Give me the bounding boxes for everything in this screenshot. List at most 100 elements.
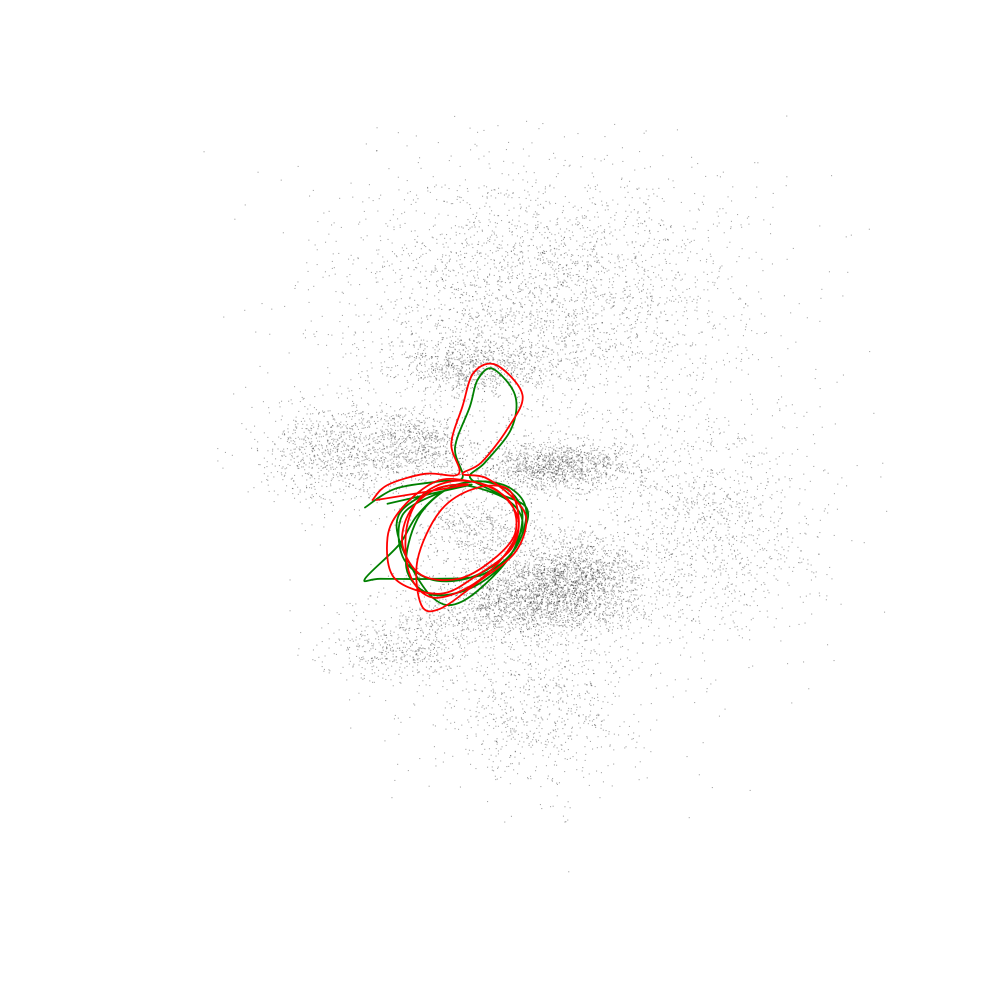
- scatter-point: [564, 337, 566, 339]
- scatter-point: [540, 381, 542, 383]
- scatter-point: [383, 459, 385, 461]
- scatter-point: [645, 225, 647, 227]
- scatter-point: [560, 373, 562, 375]
- scatter-point: [713, 284, 715, 286]
- scatter-point: [341, 291, 343, 293]
- scatter-point: [316, 464, 318, 466]
- scatter-point: [288, 400, 290, 402]
- scatter-point: [458, 381, 460, 383]
- scatter-point: [310, 442, 312, 444]
- scatter-point: [564, 343, 566, 345]
- scatter-point: [604, 293, 606, 295]
- scatter-point: [577, 297, 579, 299]
- scatter-point: [395, 392, 397, 394]
- scatter-point: [594, 203, 596, 205]
- scatter-point: [786, 115, 788, 117]
- scatter-point: [686, 310, 688, 312]
- scatter-point: [477, 373, 479, 375]
- scatter-point: [359, 284, 361, 286]
- scatter-point: [545, 200, 547, 202]
- scatter-point: [375, 422, 377, 424]
- scatter-point: [452, 351, 454, 353]
- scatter-point: [626, 286, 628, 288]
- scatter-point: [342, 439, 344, 441]
- scatter-point: [347, 445, 349, 447]
- scatter-point: [682, 334, 684, 336]
- scatter-point: [727, 334, 729, 336]
- scatter-point: [531, 354, 533, 356]
- scatter-point: [541, 464, 543, 466]
- scatter-point: [435, 184, 437, 186]
- scatter-point: [473, 224, 475, 226]
- scatter-point: [731, 200, 733, 202]
- scatter-point: [448, 360, 450, 362]
- scatter-point: [343, 431, 345, 433]
- scatter-point: [520, 304, 522, 306]
- scatter-point: [586, 297, 588, 299]
- scatter-point: [476, 212, 478, 214]
- scatter-point: [527, 245, 529, 247]
- scatter-point: [519, 345, 521, 347]
- scatter-point: [354, 415, 356, 417]
- scatter-point: [696, 306, 698, 308]
- scatter-point: [473, 345, 475, 347]
- scatter-point: [619, 454, 621, 456]
- scatter-point: [645, 203, 647, 205]
- scatter-point: [395, 489, 397, 491]
- scatter-point: [481, 352, 483, 354]
- scatter-point: [294, 451, 296, 453]
- scatter-point: [517, 373, 519, 375]
- scatter-point: [355, 413, 357, 415]
- scatter-point: [544, 253, 546, 255]
- scatter-point: [506, 367, 508, 369]
- scatter-point: [437, 361, 439, 363]
- scatter-point: [419, 157, 421, 159]
- scatter-point: [599, 358, 601, 360]
- scatter-point: [346, 448, 348, 450]
- scatter-point: [616, 238, 618, 240]
- scatter-point: [331, 438, 333, 440]
- scatter-point: [397, 316, 399, 318]
- scatter-point: [441, 337, 443, 339]
- scatter-point: [611, 297, 613, 299]
- scatter-point: [330, 435, 332, 437]
- scatter-point: [608, 348, 610, 350]
- scatter-point: [555, 176, 557, 178]
- scatter-point: [446, 359, 448, 361]
- scatter-point: [554, 422, 556, 424]
- scatter-point: [376, 442, 378, 444]
- scatter-point: [529, 290, 531, 292]
- scatter-point: [711, 311, 713, 313]
- scatter-point: [531, 369, 533, 371]
- scatter-point: [509, 382, 511, 384]
- scatter-point: [542, 363, 544, 365]
- scatter-point: [557, 223, 559, 225]
- scatter-point: [579, 359, 581, 361]
- scatter-point: [346, 428, 348, 430]
- scatter-point: [332, 456, 334, 458]
- scatter-point: [494, 222, 496, 224]
- scatter-point: [538, 370, 540, 372]
- scatter-point: [627, 244, 629, 246]
- scatter-point: [569, 219, 571, 221]
- scatter-point: [599, 331, 601, 333]
- scatter-point: [425, 387, 427, 389]
- scatter-point: [382, 373, 384, 375]
- scatter-point: [536, 214, 538, 216]
- scatter-point: [449, 238, 451, 240]
- scatter-point: [612, 305, 614, 307]
- scatter-point: [458, 382, 460, 384]
- scatter-point: [711, 271, 713, 273]
- scatter-point: [621, 313, 623, 315]
- scatter-point: [373, 388, 375, 390]
- scatter-point: [394, 281, 396, 283]
- scatter-point: [743, 307, 745, 309]
- scatter-point: [472, 370, 474, 372]
- scatter-point: [325, 461, 327, 463]
- scatter-point: [535, 179, 537, 181]
- scatter-point: [461, 318, 463, 320]
- scatter-point: [311, 466, 313, 468]
- scatter-point: [413, 472, 415, 474]
- scatter-point: [363, 465, 365, 467]
- scatter-point: [458, 379, 460, 381]
